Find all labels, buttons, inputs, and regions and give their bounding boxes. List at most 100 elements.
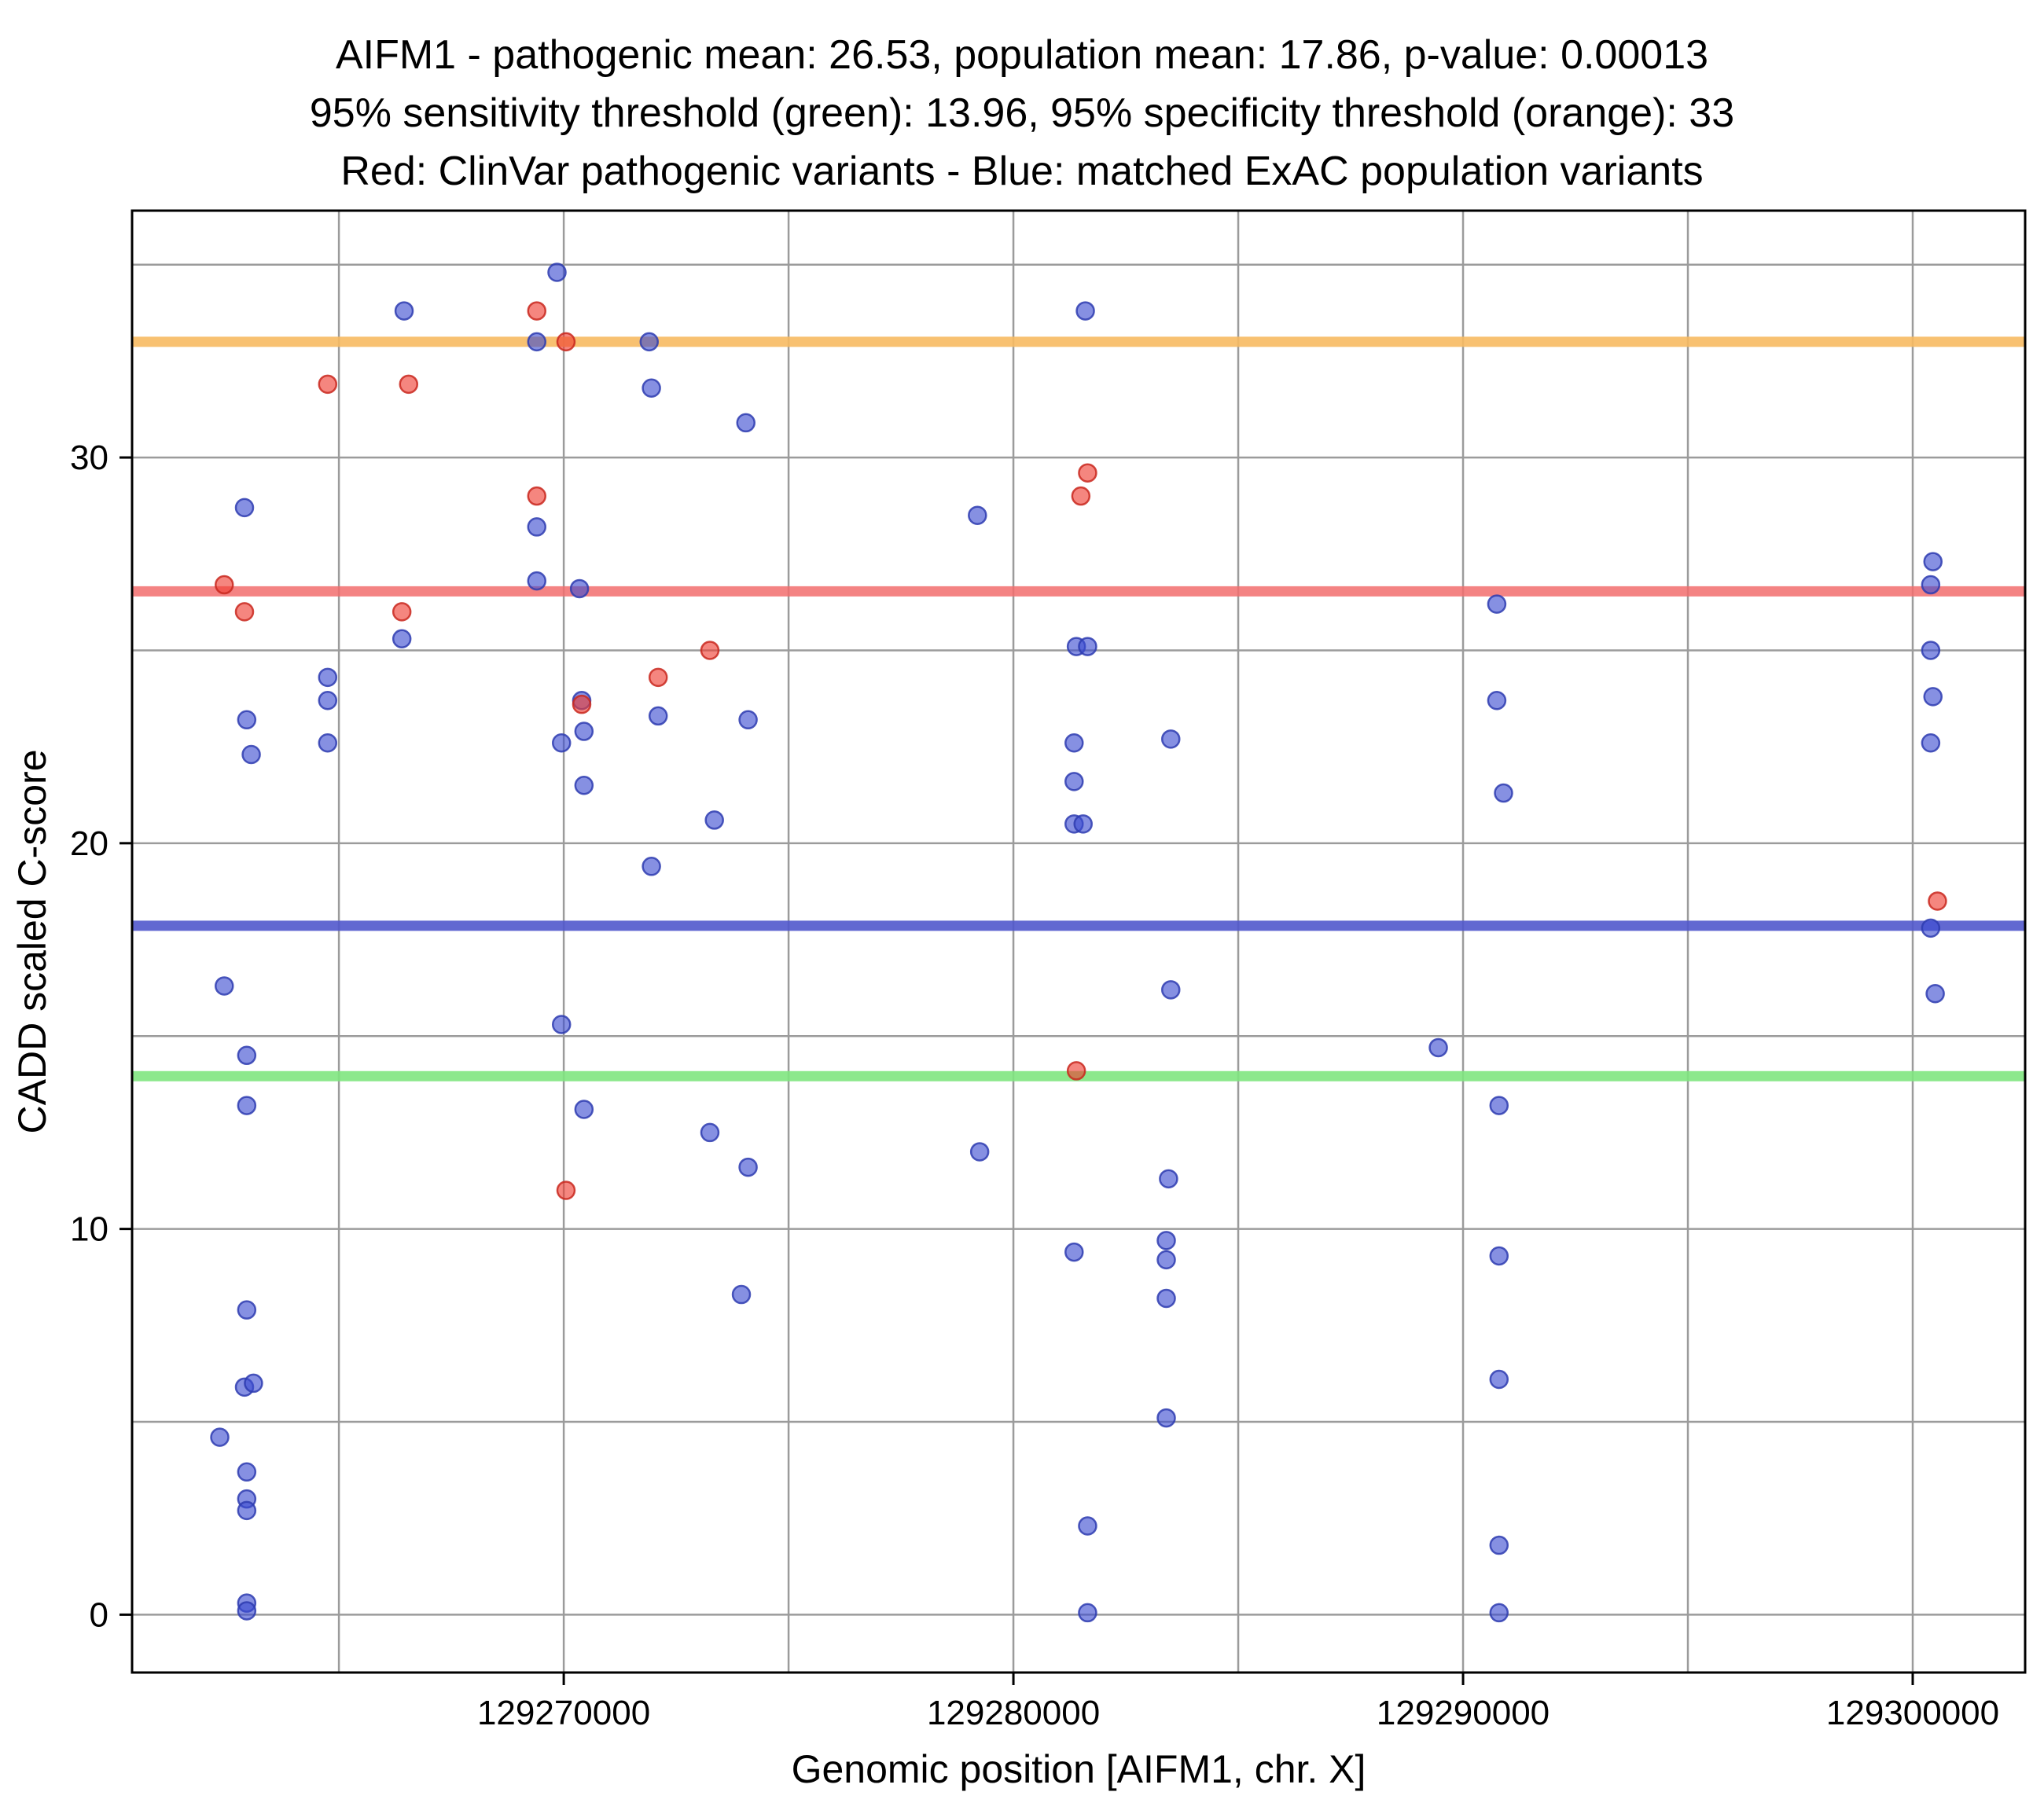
data-point-population <box>527 571 547 591</box>
data-point-population <box>551 1015 572 1034</box>
data-point-population <box>1921 918 1941 938</box>
data-point-population <box>1156 1231 1176 1250</box>
data-point-population <box>1156 1250 1176 1270</box>
data-point-population <box>318 667 338 688</box>
data-point-population <box>1489 1246 1509 1266</box>
data-point-population <box>1925 984 1945 1004</box>
data-point-pathogenic <box>700 641 720 660</box>
data-point-population <box>1489 1369 1509 1390</box>
data-point-population <box>1428 1037 1448 1058</box>
data-point-pathogenic <box>527 486 547 506</box>
data-point-population <box>1489 1603 1509 1623</box>
data-point-population <box>1489 1535 1509 1555</box>
data-point-population <box>394 301 414 321</box>
data-point-population <box>1161 729 1181 749</box>
data-point-population <box>569 578 590 599</box>
data-point-population <box>1921 733 1941 753</box>
data-point-population <box>318 691 338 711</box>
data-point-pathogenic <box>1928 891 1947 911</box>
data-point-population <box>527 517 547 537</box>
data-point-pathogenic <box>1078 463 1097 483</box>
y-tick-label: 20 <box>70 824 108 863</box>
data-point-pathogenic <box>392 602 412 622</box>
data-point-population <box>969 1142 990 1162</box>
data-point-population <box>237 1462 257 1482</box>
data-point-population <box>1921 641 1941 660</box>
data-point-population <box>1075 301 1095 321</box>
data-point-population <box>237 1096 257 1115</box>
chart-title: AIFM1 - pathogenic mean: 26.53, populati… <box>0 27 2044 200</box>
data-point-pathogenic <box>1071 486 1091 506</box>
data-point-population <box>704 810 724 830</box>
data-point-population <box>574 1100 594 1119</box>
data-point-population <box>551 733 572 753</box>
title-line-thresholds: 95% sensitivity threshold (green): 13.96… <box>309 90 1735 136</box>
data-point-pathogenic <box>527 301 547 321</box>
data-point-population <box>1078 1603 1097 1623</box>
data-point-population <box>1159 1169 1178 1189</box>
data-point-population <box>1064 1242 1084 1262</box>
data-point-population <box>1078 1516 1097 1536</box>
data-point-population <box>234 498 255 518</box>
data-point-population <box>237 710 257 730</box>
data-point-population <box>318 733 338 753</box>
data-point-population <box>700 1122 720 1143</box>
data-point-pathogenic <box>572 694 592 714</box>
data-point-population <box>574 775 594 795</box>
data-point-population <box>237 1601 257 1621</box>
x-axis-title: Genomic position [AIFM1, chr. X] <box>792 1747 1366 1791</box>
data-point-population <box>731 1284 752 1305</box>
data-point-population <box>648 706 668 726</box>
data-point-population <box>639 332 660 352</box>
data-point-population <box>547 263 567 282</box>
data-point-pathogenic <box>318 374 338 395</box>
x-tick-label: 129280000 <box>927 1694 1100 1732</box>
x-tick-label: 129300000 <box>1826 1694 1999 1732</box>
data-point-population <box>1161 980 1181 1000</box>
data-point-population <box>738 710 758 730</box>
data-point-population <box>392 629 412 648</box>
data-point-population <box>1064 772 1084 791</box>
data-point-pathogenic <box>234 602 255 622</box>
data-point-population <box>574 722 594 741</box>
data-point-pathogenic <box>556 332 576 352</box>
data-point-population <box>1923 552 1943 571</box>
title-line-legend: Red: ClinVar pathogenic variants - Blue:… <box>340 148 1704 194</box>
data-point-population <box>1487 691 1507 711</box>
y-tick-label: 30 <box>70 439 108 477</box>
data-point-pathogenic <box>556 1181 576 1200</box>
data-point-population <box>738 1157 758 1177</box>
data-point-population <box>1078 637 1097 656</box>
x-tick-label: 129290000 <box>1377 1694 1550 1732</box>
data-point-population <box>237 1500 257 1521</box>
y-tick-label: 0 <box>90 1596 108 1634</box>
y-tick-label: 10 <box>70 1210 108 1249</box>
data-point-pathogenic <box>648 667 668 688</box>
data-point-population <box>237 1045 257 1066</box>
data-point-population <box>527 332 547 352</box>
panel-border <box>131 209 2027 1674</box>
data-point-population <box>210 1427 230 1447</box>
data-point-population <box>968 505 987 525</box>
data-point-pathogenic <box>1066 1061 1086 1081</box>
data-point-population <box>237 1300 257 1320</box>
data-point-population <box>1064 733 1084 753</box>
data-point-population <box>1073 814 1093 834</box>
data-point-population <box>1156 1288 1176 1309</box>
data-point-population <box>642 857 661 876</box>
data-point-population <box>1494 783 1513 803</box>
data-point-population <box>244 1373 263 1394</box>
data-point-pathogenic <box>399 374 419 395</box>
data-point-pathogenic <box>215 575 234 595</box>
data-point-population <box>215 976 234 996</box>
y-axis-title: CADD scaled C-score <box>10 749 54 1133</box>
data-point-population <box>241 744 261 765</box>
data-point-population <box>1156 1408 1176 1428</box>
plot-panel <box>132 211 2025 1673</box>
x-tick-label: 129270000 <box>477 1694 650 1732</box>
title-line-stats: AIFM1 - pathogenic mean: 26.53, populati… <box>335 32 1709 78</box>
data-point-population <box>736 413 755 433</box>
data-point-population <box>642 378 661 398</box>
